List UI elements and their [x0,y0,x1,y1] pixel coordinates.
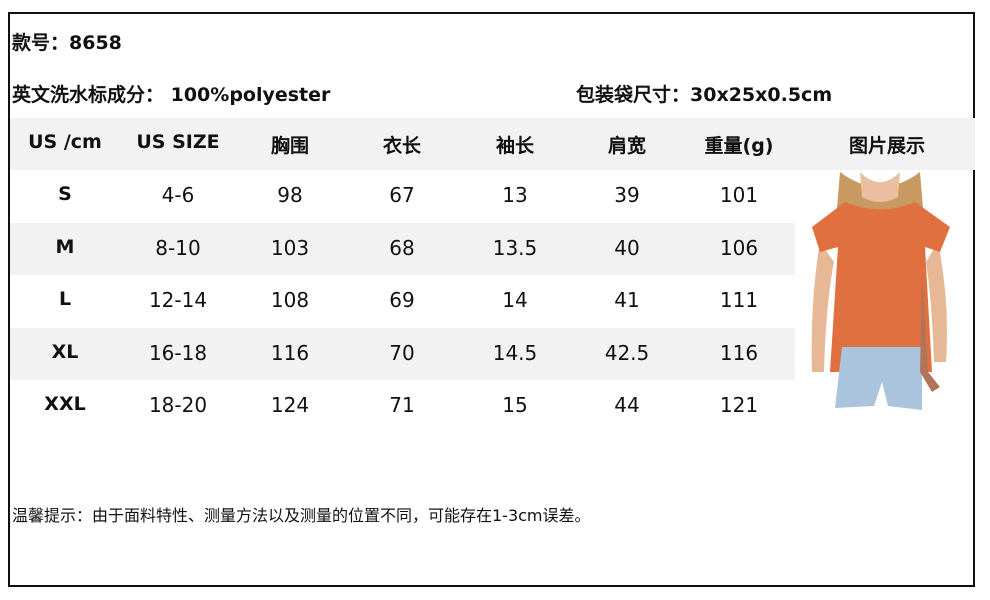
table-cell: 116 [719,340,759,365]
row-band [10,222,795,275]
style-number: 款号：8658 [12,32,122,54]
column-header: 袖长 [495,135,534,157]
table-cell: XL [51,340,79,363]
table-cell: 15 [502,393,528,417]
table-cell: 121 [719,393,759,417]
table-cell: 101 [719,183,759,207]
column-header: 胸围 [270,135,309,157]
table-cell: 108 [270,288,310,312]
product-photo [811,172,950,410]
table-cell: 14.5 [492,340,538,365]
measurement-note: 温馨提示：由于面料特性、测量方法以及测量的位置不同，可能存在1-3cm误差。 [12,506,591,525]
bag-size: 包装袋尺寸：30x25x0.5cm [576,84,833,106]
table-cell: 8-10 [155,235,201,260]
table-cell: 42.5 [604,340,650,365]
table-cell: 12-14 [148,288,208,312]
table-cell: XXL [44,393,86,415]
table-cell: 44 [614,393,640,417]
care-label: 英文洗水标成分： 100%polyester [12,84,331,106]
table-cell: 98 [277,183,303,207]
column-header: US SIZE [136,131,220,153]
table-cell: 40 [614,235,640,260]
table-cell: 124 [270,393,310,417]
table-cell: 103 [270,235,310,260]
column-header: 肩宽 [607,135,646,157]
column-header: 衣长 [382,135,421,157]
table-cell: 111 [719,288,759,312]
table-cell: 41 [614,288,640,312]
table-cell: 67 [389,183,415,207]
column-header: US /cm [28,131,102,153]
table-cell: 14 [502,288,528,312]
row-band [10,327,795,380]
chart-border [8,12,975,587]
table-cell: 106 [719,235,759,260]
column-header: 图片展示 [848,135,925,157]
table-cell: 68 [389,235,415,260]
table-cell: 13 [502,183,528,207]
table-cell: 71 [389,393,415,417]
table-cell: 116 [270,340,310,365]
table-cell: 69 [389,288,415,312]
table-cell: 39 [614,183,640,207]
table-cell: L [58,288,72,310]
column-header: 重量(g) [704,135,774,157]
table-cell: 13.5 [492,235,538,260]
table-cell: M [55,235,75,258]
table-cell: 70 [389,340,415,365]
table-cell: 16-18 [148,340,208,365]
header-band [10,118,975,170]
table-cell: 18-20 [148,393,208,417]
table-cell: S [58,183,72,205]
table-cell: 4-6 [161,183,195,207]
